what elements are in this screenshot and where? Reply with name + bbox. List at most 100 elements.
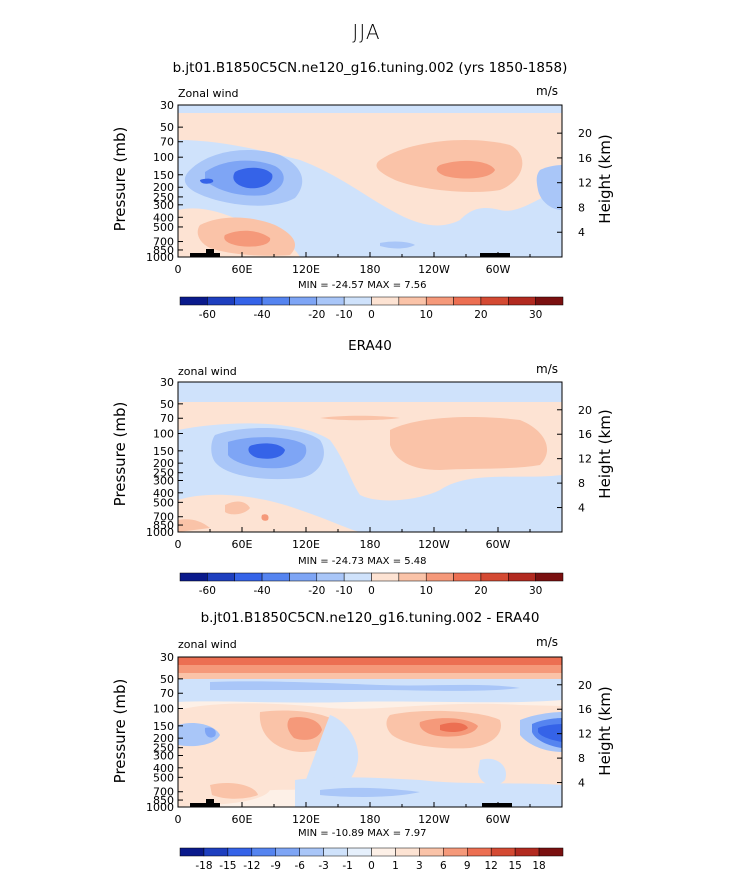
x-tick-label: 60W	[486, 813, 511, 826]
y-right-tick-label: 12	[578, 177, 592, 190]
x-tick-label: 180	[360, 813, 381, 826]
corner-variable-label: zonal wind	[178, 638, 237, 651]
panel-title: ERA40	[348, 338, 392, 354]
colorbar-swatch	[538, 847, 564, 857]
x-tick-label: 0	[175, 263, 182, 276]
colorbar-label: -9	[271, 860, 281, 872]
y-right-tick-label: 12	[578, 728, 592, 741]
colorbar-swatch	[234, 572, 263, 582]
colorbar-label: 30	[529, 309, 542, 321]
colorbar-label: 3	[416, 860, 423, 872]
min-max-label: MIN = -24.57 MAX = 7.56	[298, 280, 427, 291]
colorbar-swatch	[261, 296, 290, 306]
colorbar-label: 0	[368, 585, 375, 597]
y-tick-label: 700	[153, 511, 174, 524]
colorbar-swatch	[535, 296, 564, 306]
colorbar-swatch	[371, 296, 400, 306]
colorbar-swatch	[443, 847, 468, 857]
y-tick-label: 150	[153, 445, 174, 458]
colorbar-swatch	[395, 847, 420, 857]
colorbar-swatch	[289, 296, 318, 306]
y-tick-label: 400	[153, 762, 174, 775]
colorbar-swatch	[535, 572, 564, 582]
colorbar-label: 20	[474, 309, 487, 321]
colorbar-label: 15	[508, 860, 521, 872]
y-tick-label: 850	[153, 794, 174, 807]
colorbar-swatch	[453, 296, 482, 306]
colorbar-swatch	[425, 296, 454, 306]
y-tick-label: 100	[153, 151, 174, 164]
colorbar-swatch	[343, 572, 372, 582]
corner-units-label: m/s	[536, 635, 558, 649]
y-right-tick-label: 20	[578, 127, 592, 140]
colorbar-label: 10	[420, 309, 433, 321]
x-tick-label: 120E	[292, 813, 320, 826]
y-tick-label: 700	[153, 236, 174, 249]
colorbar-label: -12	[243, 860, 260, 872]
corner-variable-label: zonal wind	[178, 365, 237, 378]
corner-units-label: m/s	[536, 362, 558, 376]
x-tick-label: 120W	[418, 538, 450, 551]
y-tick-label: 1000	[146, 251, 174, 264]
colorbar-swatch	[425, 572, 454, 582]
y-tick-label: 200	[153, 732, 174, 745]
min-max-label: MIN = -24.73 MAX = 5.48	[298, 556, 427, 567]
colorbar-swatch	[316, 572, 345, 582]
colorbar-swatch	[234, 296, 263, 306]
colorbar-swatch	[289, 572, 318, 582]
colorbar-label: -20	[308, 309, 325, 321]
colorbar-label: 30	[529, 585, 542, 597]
y-right-tick-label: 4	[578, 777, 585, 790]
colorbar-label: 12	[485, 860, 498, 872]
colorbar-swatch	[480, 296, 509, 306]
y-right-tick-label: 12	[578, 453, 592, 466]
y-tick-label: 250	[153, 742, 174, 755]
colorbar-swatch	[261, 572, 290, 582]
y-tick-label: 500	[153, 221, 174, 234]
y-right-tick-label: 4	[578, 502, 585, 515]
colorbar-swatch	[343, 296, 372, 306]
colorbar-label: -15	[219, 860, 236, 872]
colorbar-label: 18	[532, 860, 545, 872]
colorbar-swatch	[179, 572, 208, 582]
y-tick-label: 250	[153, 191, 174, 204]
y-right-tick-label: 20	[578, 679, 592, 692]
colorbar-swatch	[398, 296, 427, 306]
panel-title: b.jt01.B1850C5CN.ne120_g16.tuning.002 (y…	[172, 60, 568, 76]
y-tick-label: 30	[160, 99, 174, 112]
y-tick-label: 200	[153, 181, 174, 194]
x-tick-label: 0	[175, 813, 182, 826]
colorbar-swatch	[275, 847, 300, 857]
y-tick-label: 50	[160, 398, 174, 411]
y-tick-label: 300	[153, 474, 174, 487]
colorbar-swatch	[179, 296, 208, 306]
x-tick-label: 60E	[232, 538, 253, 551]
colorbar-label: 10	[420, 585, 433, 597]
colorbar-swatch	[207, 572, 235, 582]
min-max-label: MIN = -10.89 MAX = 7.97	[298, 828, 427, 839]
corner-units-label: m/s	[536, 84, 558, 98]
y-tick-label: 400	[153, 487, 174, 500]
y-tick-label: 850	[153, 519, 174, 532]
y-right-tick-label: 8	[578, 752, 585, 765]
y-right-tick-label: 8	[578, 201, 585, 214]
colorbar-label: 20	[474, 585, 487, 597]
y-tick-label: 50	[160, 121, 174, 134]
colorbar-label: -60	[199, 309, 216, 321]
colorbar-label: -6	[294, 860, 305, 872]
colorbar-label: -40	[253, 309, 270, 321]
y-tick-label: 1000	[146, 801, 174, 814]
y-right-tick-label: 20	[578, 404, 592, 417]
y-tick-label: 500	[153, 771, 174, 784]
y-tick-label: 100	[153, 428, 174, 441]
y-tick-label: 70	[160, 412, 174, 425]
panel-title: b.jt01.B1850C5CN.ne120_g16.tuning.002 - …	[200, 610, 540, 626]
colorbar-swatch	[371, 847, 396, 857]
colorbar-label: -10	[336, 309, 353, 321]
y-tick-label: 50	[160, 673, 174, 686]
y-tick-label: 30	[160, 651, 174, 664]
colorbar-swatch	[419, 847, 444, 857]
y-tick-label: 70	[160, 136, 174, 149]
y-tick-label: 700	[153, 786, 174, 799]
